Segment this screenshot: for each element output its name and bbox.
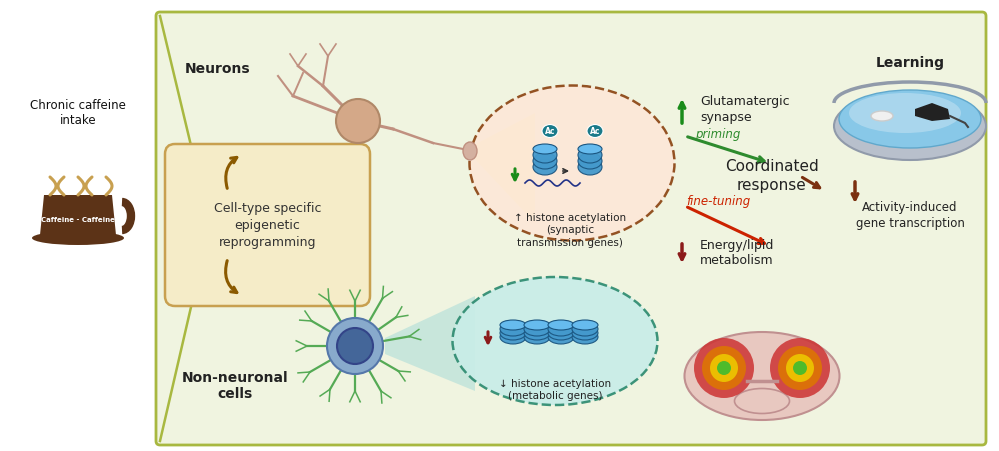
Ellipse shape	[548, 326, 574, 340]
Ellipse shape	[533, 153, 557, 169]
Ellipse shape	[871, 111, 893, 121]
Ellipse shape	[500, 326, 526, 340]
Ellipse shape	[500, 330, 526, 344]
Circle shape	[778, 346, 822, 390]
Ellipse shape	[578, 147, 602, 163]
Ellipse shape	[578, 144, 602, 154]
Ellipse shape	[453, 277, 657, 405]
Text: ↑ histone acetylation
(synaptic
transmission genes): ↑ histone acetylation (synaptic transmis…	[513, 213, 626, 248]
Circle shape	[786, 354, 814, 382]
Circle shape	[327, 318, 383, 374]
Polygon shape	[40, 195, 116, 235]
Ellipse shape	[524, 320, 550, 330]
Circle shape	[793, 361, 807, 375]
Text: Energy/lipid
metabolism: Energy/lipid metabolism	[700, 239, 774, 267]
Text: Non-neuronal
cells: Non-neuronal cells	[182, 371, 289, 401]
Text: Neurons: Neurons	[185, 62, 251, 76]
Ellipse shape	[572, 320, 598, 330]
Text: Ac: Ac	[589, 126, 600, 135]
Circle shape	[717, 361, 731, 375]
Ellipse shape	[524, 326, 550, 340]
Ellipse shape	[32, 231, 124, 245]
Text: Learning: Learning	[875, 56, 944, 70]
Ellipse shape	[500, 320, 526, 330]
Ellipse shape	[533, 147, 557, 163]
Ellipse shape	[694, 346, 754, 396]
Polygon shape	[915, 103, 950, 121]
Circle shape	[336, 99, 380, 143]
Text: Cell-type specific
epigenetic
reprogramming: Cell-type specific epigenetic reprogramm…	[214, 202, 322, 249]
Text: Coordinated
response: Coordinated response	[725, 159, 819, 193]
Ellipse shape	[533, 144, 557, 154]
Circle shape	[770, 338, 830, 398]
Text: Ac: Ac	[544, 126, 555, 135]
Ellipse shape	[770, 346, 830, 396]
Circle shape	[337, 328, 373, 364]
Ellipse shape	[684, 332, 839, 420]
Text: Chronic caffeine
intake: Chronic caffeine intake	[30, 99, 126, 127]
Circle shape	[710, 354, 738, 382]
Ellipse shape	[533, 159, 557, 175]
Ellipse shape	[839, 90, 981, 148]
Ellipse shape	[572, 326, 598, 340]
FancyBboxPatch shape	[156, 12, 986, 445]
Text: Caffeine - Caffeine: Caffeine - Caffeine	[41, 217, 115, 223]
Ellipse shape	[834, 92, 986, 160]
Text: priming: priming	[695, 128, 740, 141]
Ellipse shape	[572, 330, 598, 344]
Ellipse shape	[524, 322, 550, 336]
Ellipse shape	[578, 159, 602, 175]
Ellipse shape	[548, 320, 574, 330]
Circle shape	[702, 346, 746, 390]
FancyBboxPatch shape	[165, 144, 370, 306]
Ellipse shape	[548, 330, 574, 344]
Polygon shape	[472, 113, 535, 223]
Ellipse shape	[524, 330, 550, 344]
Circle shape	[694, 338, 754, 398]
Text: Activity-induced
gene transcription: Activity-induced gene transcription	[855, 201, 964, 230]
Ellipse shape	[470, 86, 674, 240]
Ellipse shape	[734, 388, 789, 414]
Ellipse shape	[548, 322, 574, 336]
Text: ↓ histone acetylation
(metabolic genes): ↓ histone acetylation (metabolic genes)	[499, 379, 611, 401]
Ellipse shape	[578, 153, 602, 169]
Ellipse shape	[572, 322, 598, 336]
Polygon shape	[385, 296, 475, 391]
Text: Glutamatergic
synapse: Glutamatergic synapse	[700, 95, 789, 124]
Ellipse shape	[542, 124, 558, 138]
Ellipse shape	[500, 322, 526, 336]
Ellipse shape	[587, 124, 603, 138]
Ellipse shape	[463, 142, 477, 160]
Ellipse shape	[849, 93, 961, 133]
Text: fine-tuning: fine-tuning	[686, 195, 750, 208]
